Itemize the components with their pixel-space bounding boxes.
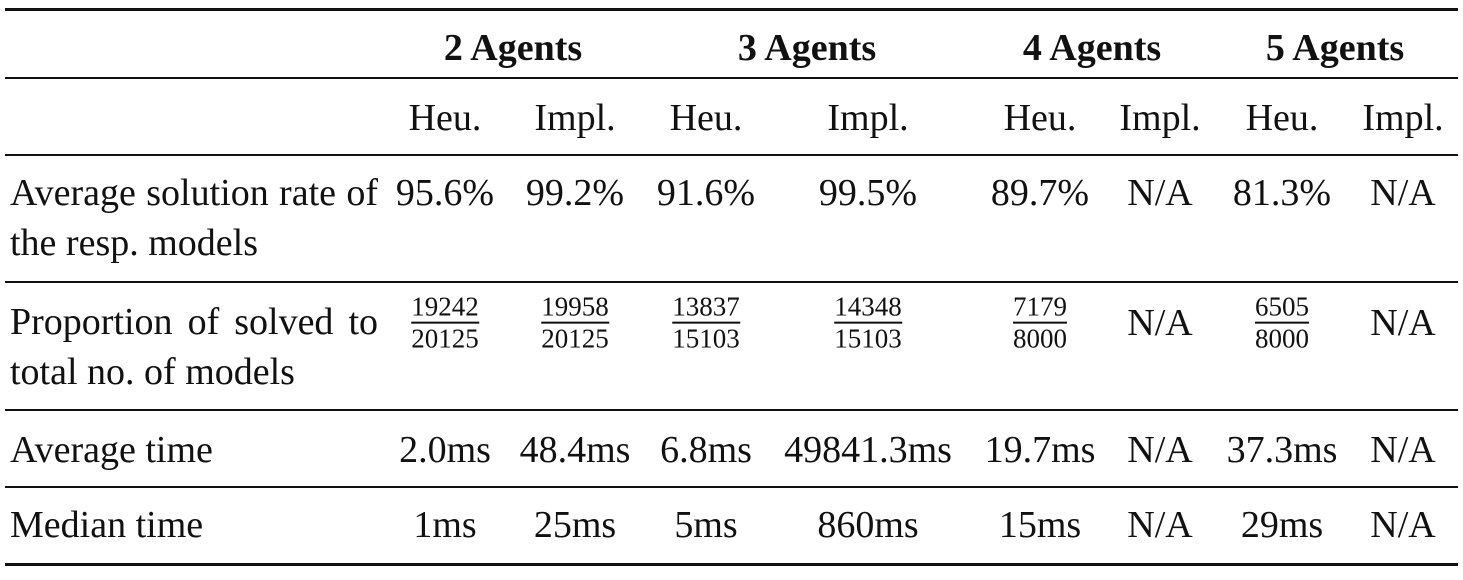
numerator: 7179 bbox=[1013, 291, 1067, 322]
row-label: Median time bbox=[10, 504, 204, 546]
cell: 29ms bbox=[1240, 504, 1324, 546]
column-header: Heu. bbox=[408, 97, 482, 139]
cell: N/A bbox=[1127, 504, 1193, 546]
column-header: Heu. bbox=[669, 97, 743, 139]
fraction-bar bbox=[541, 322, 609, 324]
cell: 5ms bbox=[674, 504, 738, 546]
fraction: 7179 8000 bbox=[1013, 291, 1067, 354]
denominator: 20125 bbox=[541, 324, 609, 354]
cell: 1ms bbox=[413, 504, 477, 546]
denominator: 8000 bbox=[1013, 324, 1067, 354]
denominator: 15103 bbox=[834, 324, 902, 354]
cell: 2.0ms bbox=[399, 429, 491, 471]
row-label: Proportion of solved to total no. of mod… bbox=[10, 301, 378, 393]
cell: 25ms bbox=[533, 504, 617, 546]
cell: 6.8ms bbox=[660, 429, 752, 471]
fraction-bar bbox=[834, 322, 902, 324]
group-rule bbox=[5, 77, 1458, 79]
numerator: 6505 bbox=[1255, 291, 1309, 322]
cell: N/A bbox=[1370, 504, 1436, 546]
numerator: 13837 bbox=[672, 291, 740, 322]
fraction: 13837 15103 bbox=[672, 291, 740, 354]
column-header: Impl. bbox=[1362, 97, 1444, 139]
cell: 15ms bbox=[998, 504, 1082, 546]
cell: 81.3% bbox=[1232, 172, 1332, 214]
cell: N/A bbox=[1127, 429, 1193, 471]
top-rule bbox=[5, 8, 1458, 11]
header-rule bbox=[5, 154, 1458, 156]
row-label: Average time bbox=[10, 429, 213, 471]
cell: 48.4ms bbox=[519, 429, 631, 471]
cell: N/A bbox=[1127, 302, 1193, 344]
cell: N/A bbox=[1370, 302, 1436, 344]
row-rule bbox=[5, 409, 1458, 411]
column-header: Heu. bbox=[1245, 97, 1319, 139]
group-header: 5 Agents bbox=[1265, 27, 1405, 69]
fraction-bar bbox=[1255, 322, 1309, 324]
group-header: 2 Agents bbox=[443, 27, 583, 69]
fraction: 19958 20125 bbox=[541, 291, 609, 354]
denominator: 20125 bbox=[411, 324, 479, 354]
numerator: 14348 bbox=[834, 291, 902, 322]
cell: N/A bbox=[1127, 172, 1193, 214]
cell: 99.2% bbox=[525, 172, 625, 214]
denominator: 15103 bbox=[672, 324, 740, 354]
fraction-bar bbox=[411, 322, 479, 324]
cell: N/A bbox=[1370, 429, 1436, 471]
cell: 95.6% bbox=[395, 172, 495, 214]
denominator: 8000 bbox=[1255, 324, 1309, 354]
fraction-bar bbox=[1013, 322, 1067, 324]
cell: N/A bbox=[1370, 172, 1436, 214]
cell: 99.5% bbox=[818, 172, 918, 214]
group-header: 4 Agents bbox=[1022, 27, 1162, 69]
fraction-bar bbox=[672, 322, 740, 324]
cell: 49841.3ms bbox=[784, 429, 952, 471]
cell: 37.3ms bbox=[1226, 429, 1338, 471]
row-rule bbox=[5, 486, 1458, 488]
row-label: Average solution rate of the resp. model… bbox=[10, 172, 378, 264]
bottom-rule bbox=[5, 563, 1458, 566]
column-header: Impl. bbox=[1119, 97, 1201, 139]
cell: 19.7ms bbox=[984, 429, 1096, 471]
cell: 860ms bbox=[817, 504, 919, 546]
column-header: Heu. bbox=[1003, 97, 1077, 139]
numerator: 19958 bbox=[541, 291, 609, 322]
numerator: 19242 bbox=[411, 291, 479, 322]
fraction: 6505 8000 bbox=[1255, 291, 1309, 354]
column-header: Impl. bbox=[534, 97, 616, 139]
cell: 91.6% bbox=[656, 172, 756, 214]
fraction: 19242 20125 bbox=[411, 291, 479, 354]
cell: 89.7% bbox=[990, 172, 1090, 214]
group-header: 3 Agents bbox=[737, 27, 877, 69]
row-rule bbox=[5, 281, 1458, 283]
fraction: 14348 15103 bbox=[834, 291, 902, 354]
column-header: Impl. bbox=[827, 97, 909, 139]
